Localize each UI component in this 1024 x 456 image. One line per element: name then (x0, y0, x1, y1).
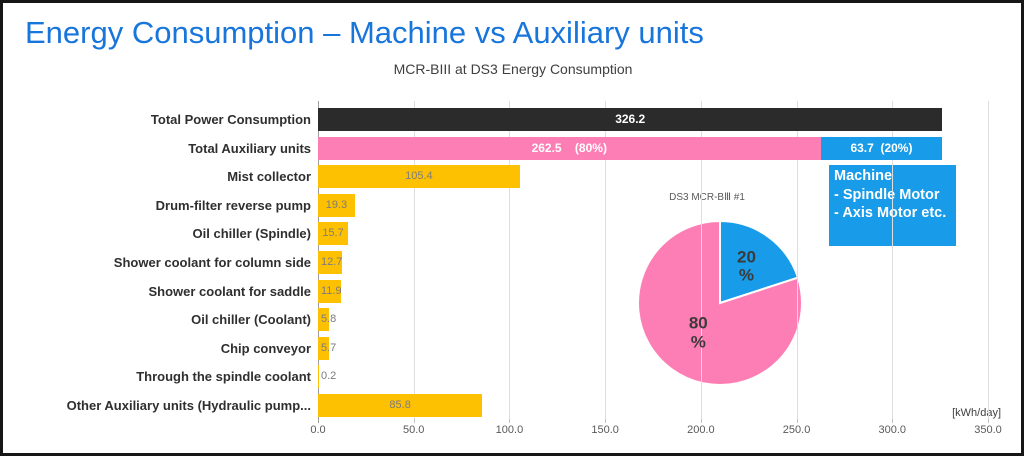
x-tick-150.0 (605, 419, 607, 423)
machine-box-line: Machine (834, 168, 893, 184)
gridline-150.0 (605, 101, 607, 419)
x-tick-label: 50.0 (402, 424, 425, 436)
bar-value-label: 15.7 (322, 227, 344, 240)
bar-segment-auxiliary-units (318, 136, 821, 160)
bar-segment-machine-units (820, 136, 943, 160)
x-tick-300.0 (892, 419, 894, 423)
bar-value-label: 0.2 (321, 370, 337, 383)
x-tick-label: 200.0 (687, 424, 715, 436)
pie-slice-label-line: 20 (737, 246, 756, 266)
category-label: Chip conveyor (220, 340, 311, 356)
pie-slice-auxiliary-units (637, 219, 803, 386)
gridline-300.0 (892, 101, 894, 419)
category-label: Through the spindle coolant (136, 369, 311, 385)
machine-box-line: - Axis Motor etc. (834, 205, 947, 222)
category-label: Oil chiller (Coolant) (191, 312, 311, 328)
x-tick-label: 300.0 (878, 424, 907, 436)
gridline-200.0 (700, 101, 702, 419)
energy-bar-chart: [kWh/day] DS3 MCR-BⅢ #1 Machine - Spindle… (3, 3, 1021, 453)
category-label: Other Auxiliary units (Hydraulic pump... (66, 398, 311, 413)
pie-title: DS3 MCR-BⅢ #1 (669, 192, 745, 203)
gridline-50.0 (413, 101, 415, 419)
slide-title: Energy Consumption – Machine vs Auxiliar… (25, 15, 704, 50)
pie-slice-machine (719, 219, 800, 305)
chart-title: MCR-BIII at DS3 Energy Consumption (393, 61, 633, 77)
bar-segment-shower-coolant-saddle (318, 279, 341, 303)
bar-value-label: 11.9 (321, 284, 342, 297)
bar-segment-oil-chiller-spindle (318, 222, 349, 246)
bar-segment-mist-collector (318, 165, 520, 189)
bar-segment-total-power (318, 108, 943, 131)
bar-value-label: 19.3 (325, 198, 348, 211)
x-tick-350.0 (988, 419, 989, 423)
bar-value-label: 63.7 (20%) (850, 140, 913, 155)
pie-slice-label-line: 80 (688, 313, 708, 333)
pie-slice-label: 20% (737, 246, 756, 285)
bar-segment-drum-filter-reverse-pump (318, 193, 355, 217)
gridline-100.0 (509, 101, 511, 419)
pie-slice-label-line: % (738, 265, 755, 285)
x-tick-label: 250.0 (782, 424, 811, 436)
bar-value-label: 85.8 (389, 399, 411, 411)
category-label: Total Auxiliary units (188, 140, 311, 156)
gridline-350.0 (988, 101, 989, 419)
bar-segment-oil-chiller-coolant (318, 308, 330, 332)
bar-value-label: 5.8 (321, 313, 337, 326)
gridline-250.0 (796, 101, 798, 419)
pie-slice-label: 80% (688, 313, 708, 351)
bar-value-label: 5.7 (321, 341, 337, 354)
x-tick-label: 150.0 (591, 424, 619, 436)
category-label: Oil chiller (Spindle) (192, 226, 311, 242)
category-label: Mist collector (227, 169, 311, 185)
x-tick-200.0 (700, 419, 702, 423)
bar-value-label: 326.2 (615, 112, 646, 126)
x-tick-100.0 (509, 419, 511, 423)
bar-segment-shower-coolant-column (318, 251, 343, 274)
bar-value-label: 105.4 (405, 170, 433, 183)
x-tick-label: 0.0 (310, 424, 326, 436)
bar-value-label: 12.7 (321, 256, 343, 268)
machine-box-line: - Spindle Motor (834, 186, 940, 203)
bar-value-label: 262.5 (80%) (531, 140, 607, 155)
x-tick-label: 100.0 (495, 424, 524, 436)
category-label: Shower coolant for column side (113, 255, 311, 270)
x-tick-label: 350.0 (974, 424, 1002, 436)
bar-segment-chip-conveyor (318, 336, 329, 360)
bar-segment-other-auxiliary-units (318, 394, 483, 417)
category-label: Drum-filter reverse pump (155, 197, 311, 213)
bar-segment-through-spindle-coolant (318, 365, 319, 389)
x-tick-250.0 (796, 419, 798, 423)
pie-chart (637, 219, 803, 386)
pie-slice-label-line: % (690, 331, 706, 351)
category-label: Total Power Consumption (150, 112, 311, 127)
axis-unit-label: [kWh/day] (952, 407, 1001, 419)
x-tick-50.0 (413, 419, 415, 423)
category-label: Shower coolant for saddle (148, 283, 311, 299)
